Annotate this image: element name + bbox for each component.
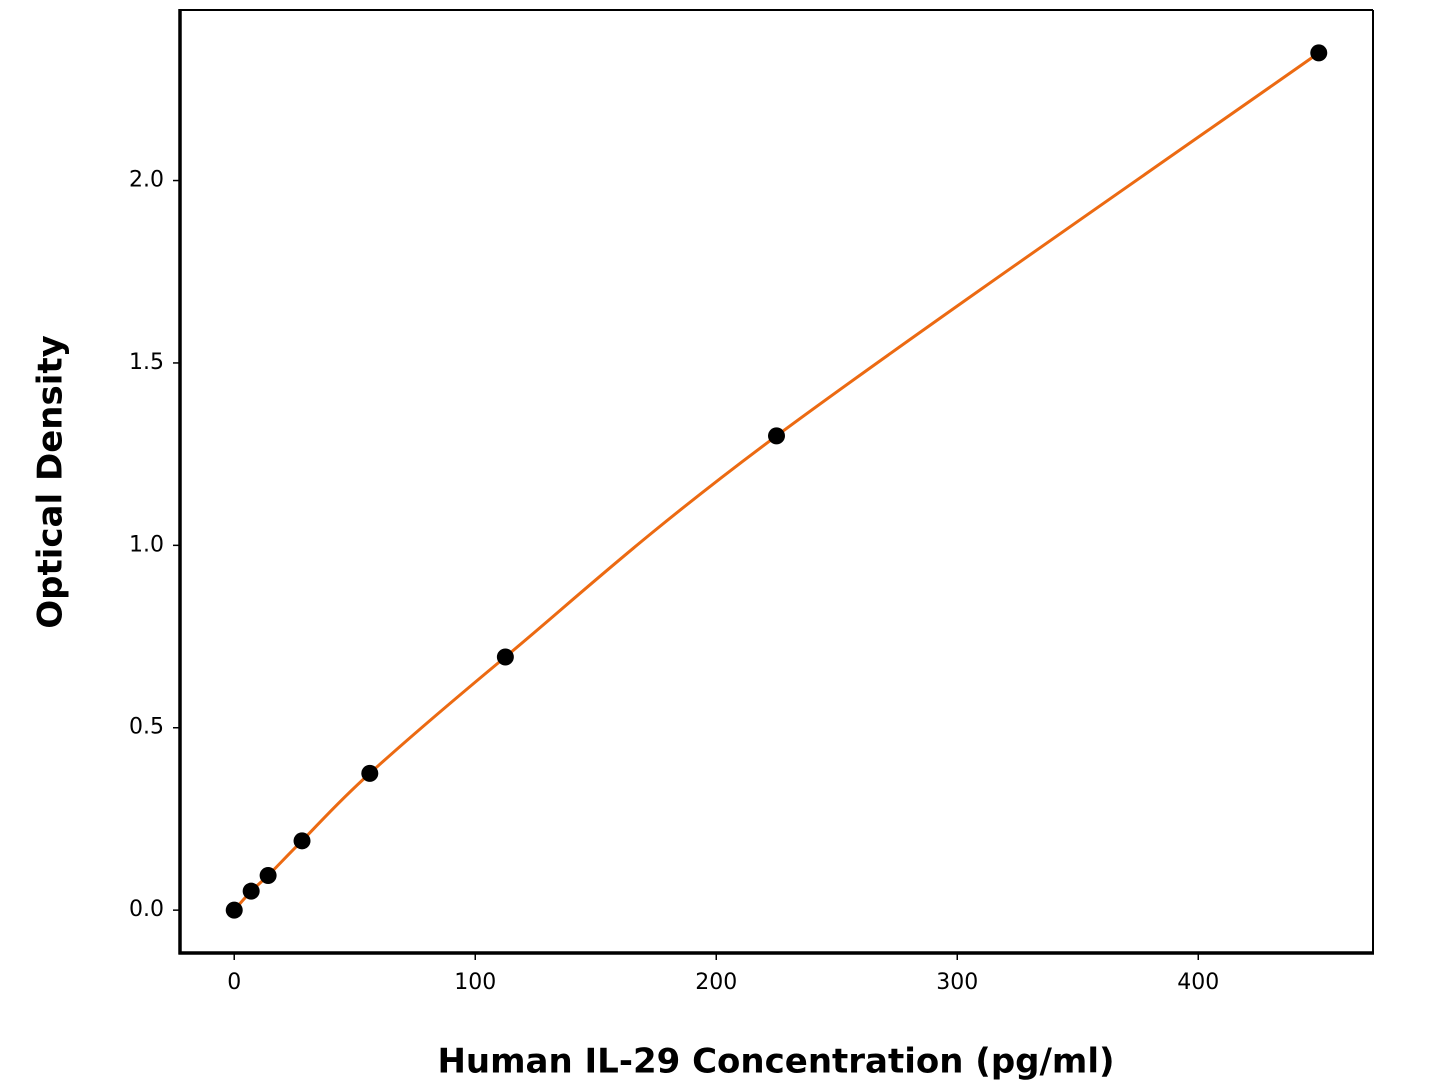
y-tick-label: 0.5 [129, 715, 164, 740]
y-tick-label: 2.0 [129, 168, 164, 193]
x-tick-label: 300 [936, 970, 978, 995]
x-axis-label: Human IL-29 Concentration (pg/ml) [437, 1042, 1114, 1082]
x-tick-label: 0 [227, 970, 241, 995]
data-point [768, 427, 785, 445]
y-axis-label: Optical Density [31, 335, 71, 629]
fit-curve [233, 51, 1320, 912]
x-tick-label: 400 [1177, 970, 1219, 995]
y-tick-label: 1.0 [129, 532, 164, 557]
y-tick-label: 0.0 [129, 897, 164, 922]
data-point [242, 882, 260, 900]
data-point [496, 648, 514, 666]
x-tick-label: 200 [695, 970, 737, 995]
data-point [361, 764, 379, 782]
data-point [293, 832, 311, 850]
data-point [225, 901, 243, 919]
data-point [1310, 44, 1328, 62]
x-tick-label: 100 [454, 970, 496, 995]
y-tick-label: 1.5 [129, 350, 164, 375]
data-point [259, 866, 277, 884]
